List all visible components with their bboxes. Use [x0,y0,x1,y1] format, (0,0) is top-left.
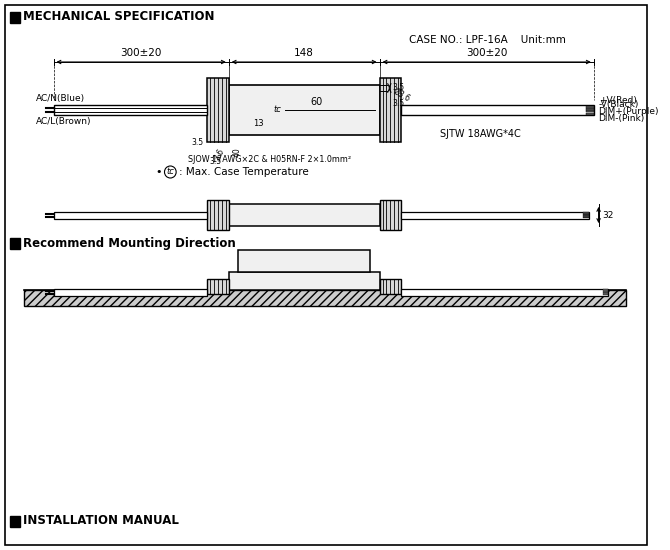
Bar [604,289,608,292]
Text: 3.5: 3.5 [392,84,405,92]
Text: DIM-(Pink): DIM-(Pink) [598,113,645,123]
Bar [583,213,589,215]
Text: Ø3.6: Ø3.6 [392,86,412,103]
Bar [228,204,380,226]
Text: 3.6: 3.6 [212,147,226,162]
Text: : Max. Case Temperature: : Max. Case Temperature [179,167,309,177]
Bar [54,212,207,218]
Bar [583,217,589,218]
Bar [10,238,21,249]
Text: -V(Black): -V(Black) [598,101,639,109]
Text: 300±20: 300±20 [121,48,162,58]
Bar [207,279,228,294]
Bar [401,105,594,115]
Text: +V(Red): +V(Red) [598,96,636,106]
Text: SJTW 18AWG*4C: SJTW 18AWG*4C [440,129,521,139]
Text: 13: 13 [253,119,263,128]
Text: SJOW 17AWG×2C & H05RN-F 2×1.0mm²: SJOW 17AWG×2C & H05RN-F 2×1.0mm² [188,155,351,164]
Bar [586,108,594,110]
Bar [239,250,370,272]
Bar [207,200,228,230]
Text: 300±20: 300±20 [466,48,507,58]
Bar [583,215,589,217]
Text: tc: tc [273,106,281,114]
Bar [228,272,380,290]
Text: 3.5: 3.5 [392,98,405,107]
Text: DIM+(Purple): DIM+(Purple) [598,107,659,117]
Bar [207,78,228,142]
Bar [54,105,207,115]
Text: 3.5: 3.5 [192,138,204,147]
Text: AC/N(Blue): AC/N(Blue) [36,94,85,103]
Bar [586,106,594,108]
Text: tc: tc [166,168,174,177]
Bar [380,279,401,294]
Text: 40: 40 [232,147,242,157]
Text: Recommend Mounting Direction: Recommend Mounting Direction [23,236,236,250]
Bar [10,516,21,527]
Bar [583,212,589,213]
Bar [380,78,401,142]
Bar [54,289,207,295]
Text: 32: 32 [602,211,614,219]
Bar [586,113,594,114]
Text: 60: 60 [310,97,322,107]
Text: •: • [155,167,165,177]
Bar [604,292,608,294]
Bar [24,290,626,306]
Text: MECHANICAL SPECIFICATION: MECHANICAL SPECIFICATION [23,10,215,24]
Bar [401,289,608,295]
Bar [401,212,589,218]
Bar [10,12,21,23]
Bar [228,85,380,135]
Text: INSTALLATION MANUAL: INSTALLATION MANUAL [23,514,180,527]
Bar [586,111,594,112]
Text: 148: 148 [294,48,314,58]
Text: 3.5: 3.5 [209,157,221,166]
Text: CASE NO.: LPF-16A    Unit:mm: CASE NO.: LPF-16A Unit:mm [409,35,565,45]
Bar [380,200,401,230]
Text: AC/L(Brown): AC/L(Brown) [36,117,92,126]
